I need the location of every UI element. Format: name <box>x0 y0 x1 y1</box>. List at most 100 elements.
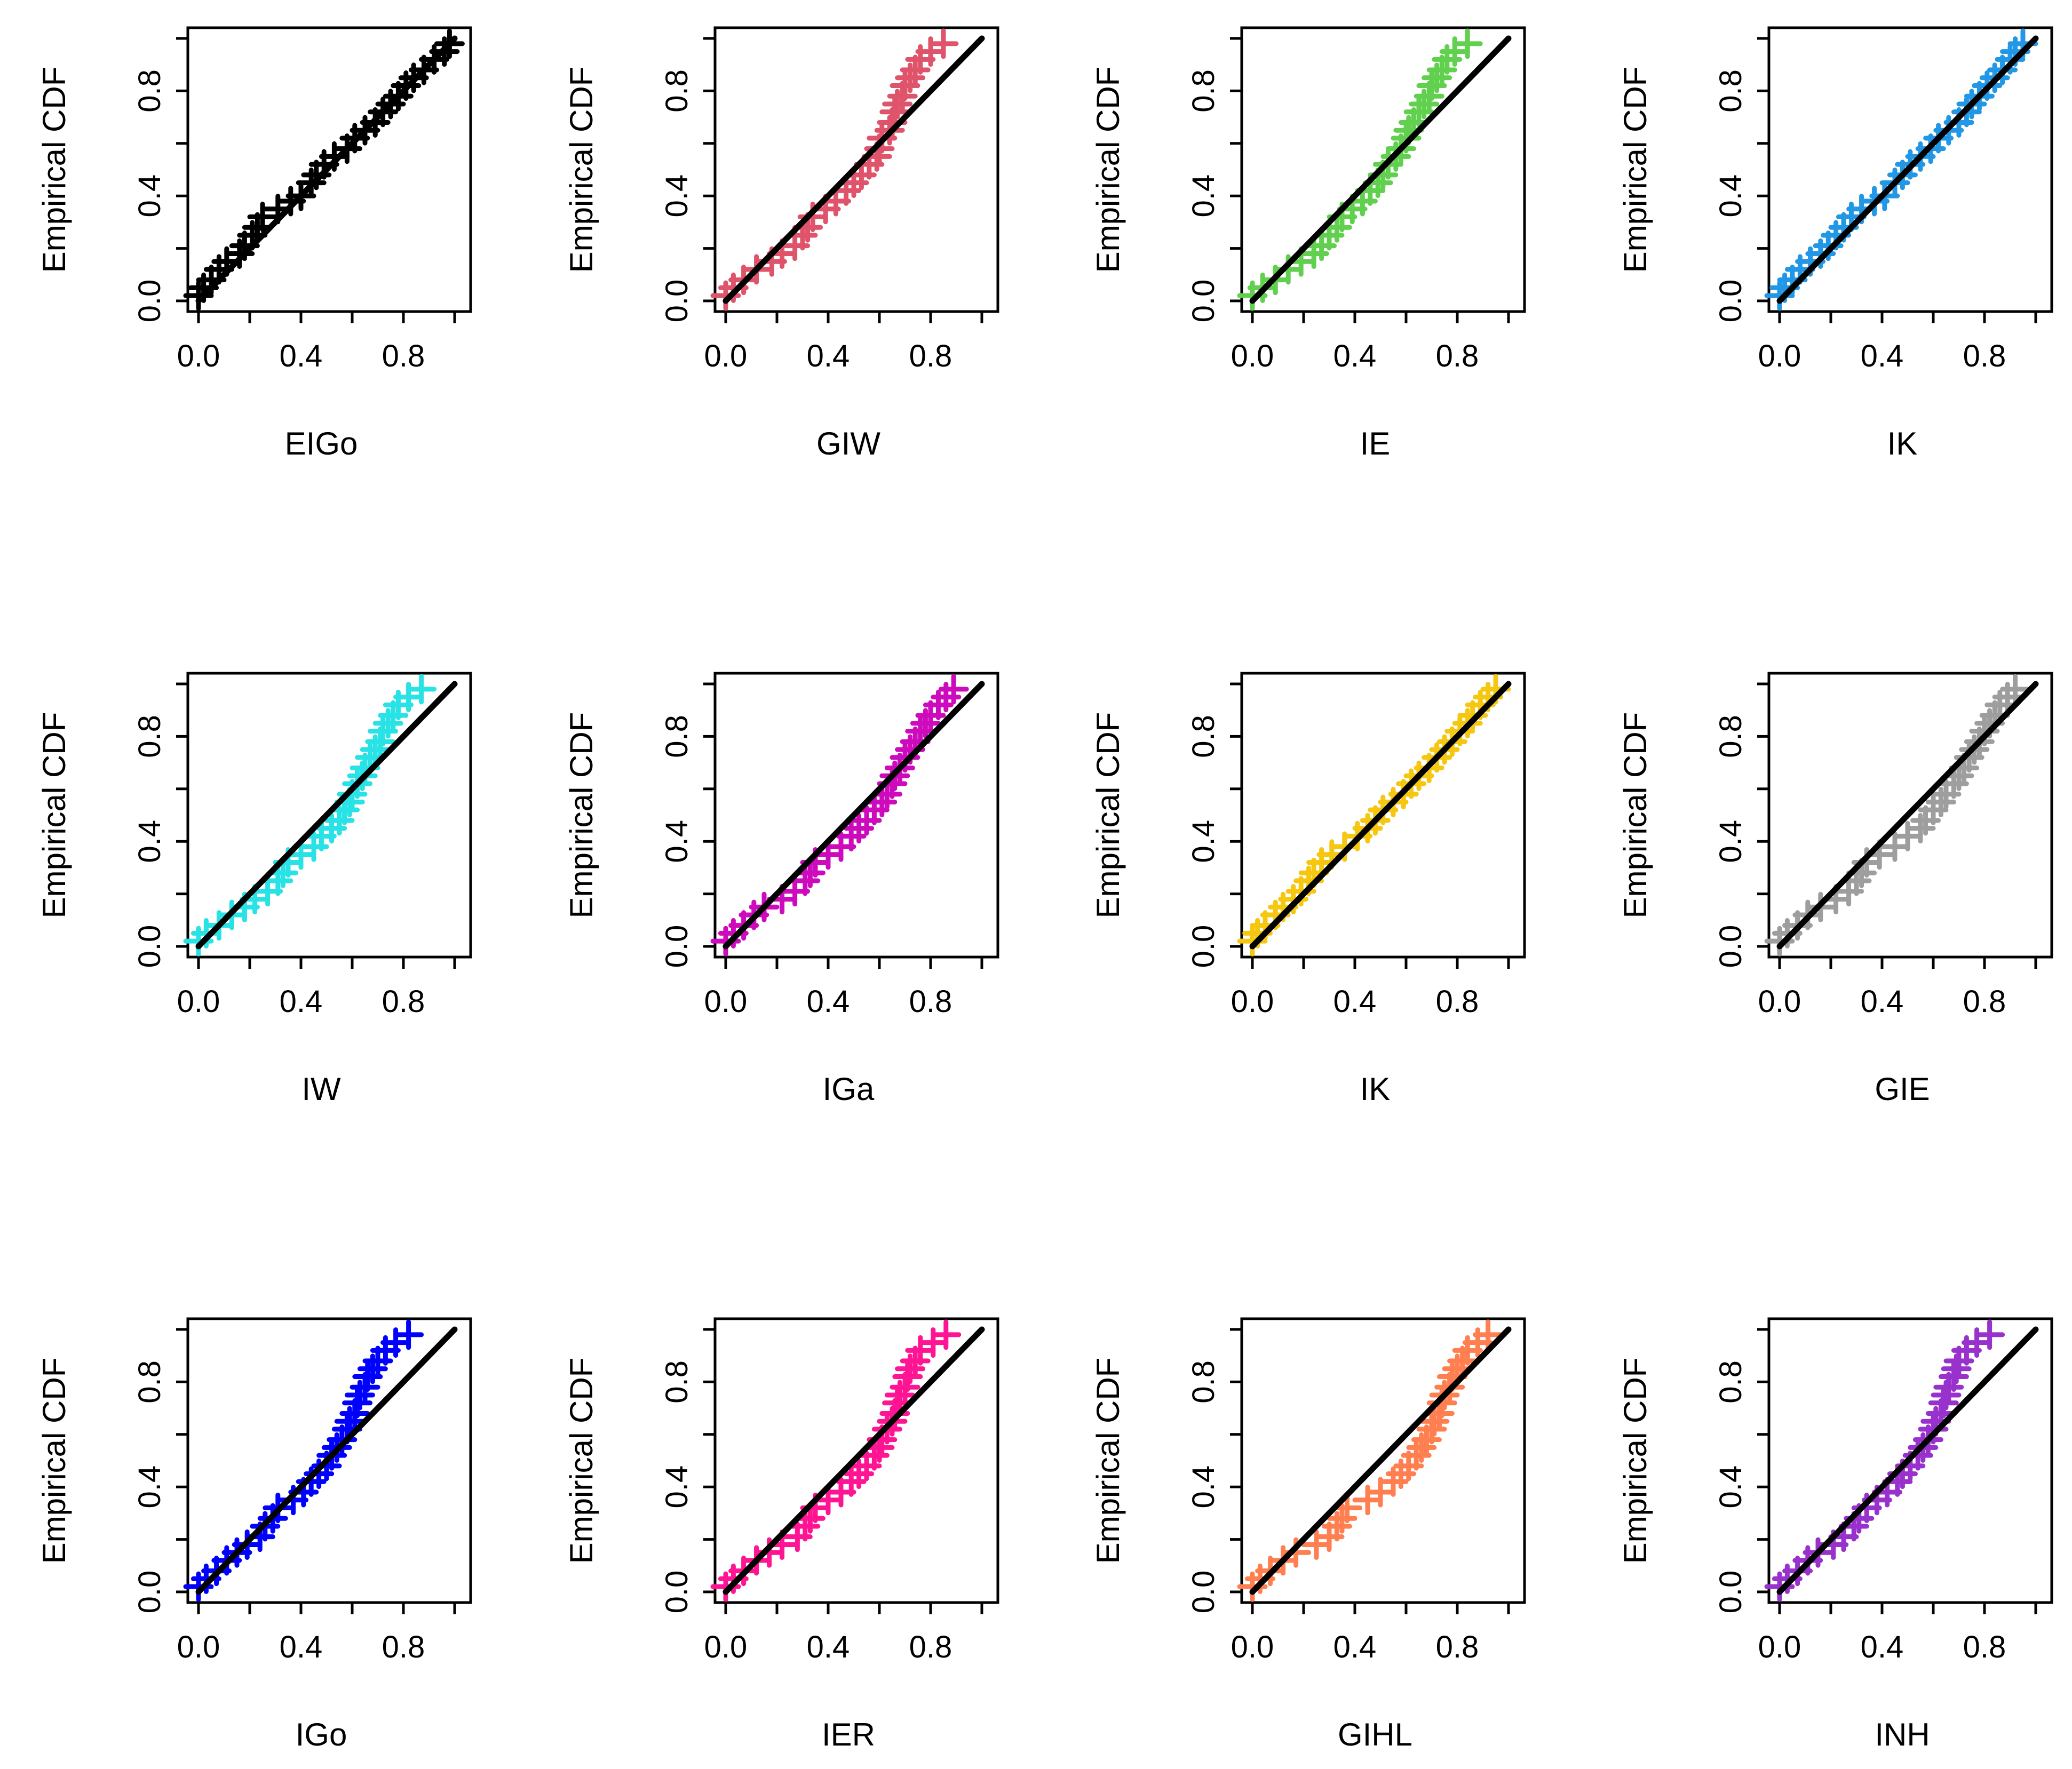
x-tick-label: 0.8 <box>1963 984 2006 1019</box>
y-axis-title: Empirical CDF <box>1617 67 1653 273</box>
plot-frame <box>1240 26 1526 313</box>
x-tick-label: 0.0 <box>1231 1630 1274 1664</box>
x-tick-label: 0.0 <box>1758 339 1801 373</box>
x-axis-title: IER <box>822 1717 875 1752</box>
y-tick-label: 0.4 <box>132 820 167 863</box>
reference-line <box>1249 681 1512 950</box>
y-tick-label: 0.8 <box>1186 715 1221 758</box>
x-tick-label: 0.4 <box>280 1630 323 1664</box>
plot-frame <box>1767 26 2053 313</box>
y-axis-title: Empirical CDF <box>36 67 72 273</box>
panel-4: 0.0 0.4 0.8 0.0 0.4 0.8 Empirical CDF IK <box>1617 26 2053 461</box>
y-axis-title: Empirical CDF <box>1090 712 1126 919</box>
data-point <box>928 28 959 59</box>
panel-1: 0.0 0.4 0.8 0.0 0.4 0.8 Empirical CDF EIGo <box>36 26 472 461</box>
panel-8: 0.0 0.4 0.8 0.0 0.4 0.8 Empirical CDF GIE <box>1617 672 2053 1107</box>
data-point <box>931 1319 962 1350</box>
x-axis: 0.0 0.4 0.8 <box>1758 312 2037 373</box>
y-tick-label: 0.0 <box>660 925 694 968</box>
data-points <box>710 674 969 957</box>
data-point <box>938 674 969 705</box>
y-axis: 0.0 0.4 0.8 <box>1186 1328 1242 1614</box>
x-tick-label: 0.4 <box>807 339 850 373</box>
y-axis: 0.0 0.4 0.8 <box>660 682 715 968</box>
panel-5: 0.0 0.4 0.8 0.0 0.4 0.8 Empirical CDF IW <box>36 672 472 1107</box>
reference-line <box>1249 1326 1512 1595</box>
plot-frame <box>1240 1317 1526 1604</box>
x-axis: 0.0 0.4 0.8 <box>177 957 456 1019</box>
plot-frame <box>1240 672 1526 959</box>
y-tick-label: 0.8 <box>1186 69 1221 113</box>
y-tick-label: 0.4 <box>660 174 694 218</box>
y-tick-label: 0.8 <box>660 69 694 113</box>
reference-line <box>1249 35 1512 304</box>
y-tick-label: 0.0 <box>1713 1571 1748 1614</box>
x-tick-label: 0.4 <box>1861 1630 1904 1664</box>
y-tick-label: 0.0 <box>1186 1571 1221 1614</box>
x-axis-title: GIE <box>1875 1071 1930 1107</box>
y-tick-label: 0.0 <box>1186 925 1221 968</box>
data-points <box>1237 1319 1504 1602</box>
y-axis-title: Empirical CDF <box>563 712 599 919</box>
y-tick-label: 0.4 <box>660 1465 694 1509</box>
x-tick-label: 0.0 <box>1231 984 1274 1019</box>
y-tick-label: 0.8 <box>132 715 167 758</box>
x-tick-label: 0.0 <box>1758 1630 1801 1664</box>
y-tick-label: 0.0 <box>132 925 167 968</box>
x-tick-label: 0.8 <box>382 984 425 1019</box>
y-axis-title: Empirical CDF <box>1090 1358 1126 1564</box>
data-point <box>406 674 437 705</box>
x-axis: 0.0 0.4 0.8 <box>1758 957 2037 1019</box>
y-axis-title: Empirical CDF <box>563 1358 599 1564</box>
x-axis-title: IK <box>1887 426 1918 461</box>
reference-line <box>195 1326 458 1595</box>
y-axis-title: Empirical CDF <box>1090 67 1126 273</box>
x-tick-label: 0.4 <box>1333 984 1377 1019</box>
y-tick-label: 0.8 <box>660 1360 694 1404</box>
data-point <box>1332 1493 1363 1524</box>
y-axis: 0.0 0.4 0.8 <box>660 37 715 322</box>
y-tick-label: 0.8 <box>1713 715 1748 758</box>
x-tick-label: 0.4 <box>1861 339 1904 373</box>
y-axis: 0.0 0.4 0.8 <box>1713 37 1769 322</box>
x-tick-label: 0.8 <box>909 339 952 373</box>
x-tick-label: 0.8 <box>382 339 425 373</box>
x-axis: 0.0 0.4 0.8 <box>1231 957 1510 1019</box>
x-tick-label: 0.8 <box>1436 339 1479 373</box>
panel-7: 0.0 0.4 0.8 0.0 0.4 0.8 Empirical CDF IK <box>1090 672 1526 1107</box>
plot-frame <box>186 26 472 313</box>
y-tick-label: 0.4 <box>660 820 694 863</box>
panel-12: 0.0 0.4 0.8 0.0 0.4 0.8 Empirical CDF INH <box>1617 1317 2053 1752</box>
x-axis-title: IE <box>1360 426 1391 461</box>
x-axis: 0.0 0.4 0.8 <box>704 957 983 1019</box>
y-axis-title: Empirical CDF <box>1617 712 1653 919</box>
y-axis-title: Empirical CDF <box>563 67 599 273</box>
data-points <box>710 1319 962 1602</box>
x-axis-title: GIW <box>816 426 880 461</box>
x-tick-label: 0.0 <box>1231 339 1274 373</box>
x-tick-label: 0.0 <box>177 339 220 373</box>
y-tick-label: 0.8 <box>660 715 694 758</box>
y-tick-label: 0.4 <box>1186 174 1221 218</box>
plot-frame <box>1767 1317 2053 1604</box>
x-tick-label: 0.8 <box>1436 984 1479 1019</box>
data-points <box>1237 674 1511 957</box>
y-tick-label: 0.8 <box>132 69 167 113</box>
y-tick-label: 0.8 <box>1713 1360 1748 1404</box>
reference-line <box>1776 35 2039 304</box>
x-tick-label: 0.0 <box>1758 984 1801 1019</box>
x-axis-title: IW <box>301 1071 341 1107</box>
x-tick-label: 0.8 <box>382 1630 425 1664</box>
x-tick-label: 0.8 <box>1436 1630 1479 1664</box>
y-tick-label: 0.0 <box>132 280 167 323</box>
panel-6: 0.0 0.4 0.8 0.0 0.4 0.8 Empirical CDF IGa <box>563 672 999 1107</box>
x-axis-title: EIGo <box>285 426 358 461</box>
x-tick-label: 0.4 <box>280 339 323 373</box>
reference-line <box>1776 1326 2039 1595</box>
y-axis: 0.0 0.4 0.8 <box>1186 682 1242 968</box>
x-tick-label: 0.0 <box>177 984 220 1019</box>
panel-3: 0.0 0.4 0.8 0.0 0.4 0.8 Empirical CDF IE <box>1090 26 1526 461</box>
data-points <box>1764 1319 2005 1602</box>
data-points <box>183 1319 424 1602</box>
y-tick-label: 0.4 <box>132 174 167 218</box>
